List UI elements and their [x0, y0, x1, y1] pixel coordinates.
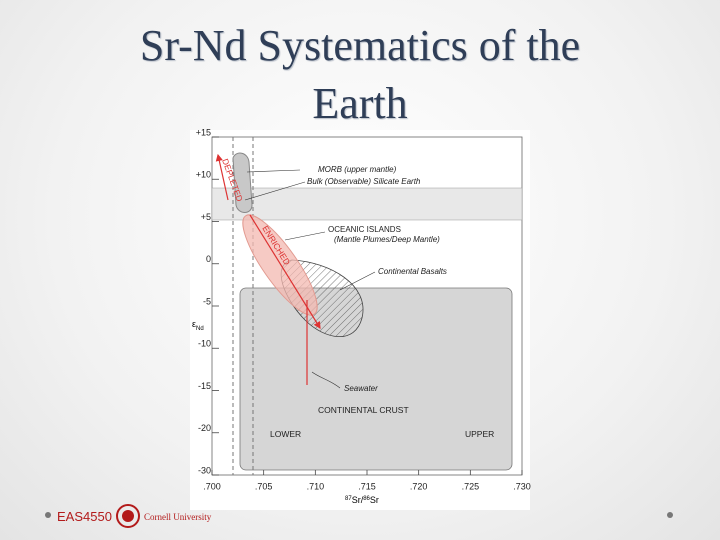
annotation: (Mantle Plumes/Deep Mantle) [334, 235, 440, 244]
x-label-sup: 86 [363, 496, 370, 502]
y-label-sub: Nd [196, 326, 204, 332]
x-label-part: Sr/ [352, 495, 364, 505]
y-tick-label: 0 [206, 254, 211, 264]
x-tick-label: .700 [203, 481, 221, 491]
y-tick-label: +15 [196, 127, 211, 137]
x-label-sup: 87 [345, 496, 352, 502]
y-tick-label: -5 [203, 296, 211, 306]
x-tick-label: .725 [462, 481, 480, 491]
x-label: 87Sr/86Sr [345, 495, 379, 505]
y-label-symbol: ε [192, 319, 196, 329]
arrow [215, 153, 229, 201]
footer-course: EAS4550 [57, 509, 112, 524]
x-tick-label: .710 [307, 481, 325, 491]
bse-band [211, 187, 523, 221]
y-tick-label: -20 [198, 423, 211, 433]
x-label-part: Sr [370, 495, 379, 505]
bullet [667, 512, 673, 518]
y-tick-label: -15 [198, 381, 211, 391]
x-tick-label: .715 [358, 481, 376, 491]
x-tick-label: .720 [410, 481, 428, 491]
annotation: MORB (upper mantle) [318, 165, 397, 174]
leader [244, 169, 376, 389]
bullet [45, 512, 51, 518]
annotation: LOWER [270, 429, 301, 439]
annotation: UPPER [465, 429, 494, 439]
morb-field [232, 152, 253, 213]
y-label: εNd [192, 319, 204, 332]
y-tick-label: +10 [196, 170, 211, 180]
y-tick-label: +5 [201, 212, 211, 222]
footer-university: Cornell University [144, 512, 212, 522]
annotation: Continental Basalts [378, 267, 447, 276]
annotation: OCEANIC ISLANDS [328, 225, 401, 234]
y-tick-label: -10 [198, 339, 211, 349]
title-line: Earth [312, 79, 408, 128]
arrow [249, 214, 321, 330]
crust-field [239, 287, 513, 471]
annotation: Bulk (Observable) Silicate Earth [307, 177, 421, 186]
logo [116, 504, 140, 528]
annotation: CONTINENTAL CRUST [318, 405, 409, 415]
title-line: Sr-Nd Systematics of the [139, 21, 581, 70]
oib-field [242, 214, 318, 316]
x-tick-label: .730 [513, 481, 531, 491]
x-tick-label: .705 [255, 481, 273, 491]
y-tick-label: -30 [198, 465, 211, 475]
annotation: Seawater [344, 384, 378, 393]
logo [122, 510, 134, 522]
